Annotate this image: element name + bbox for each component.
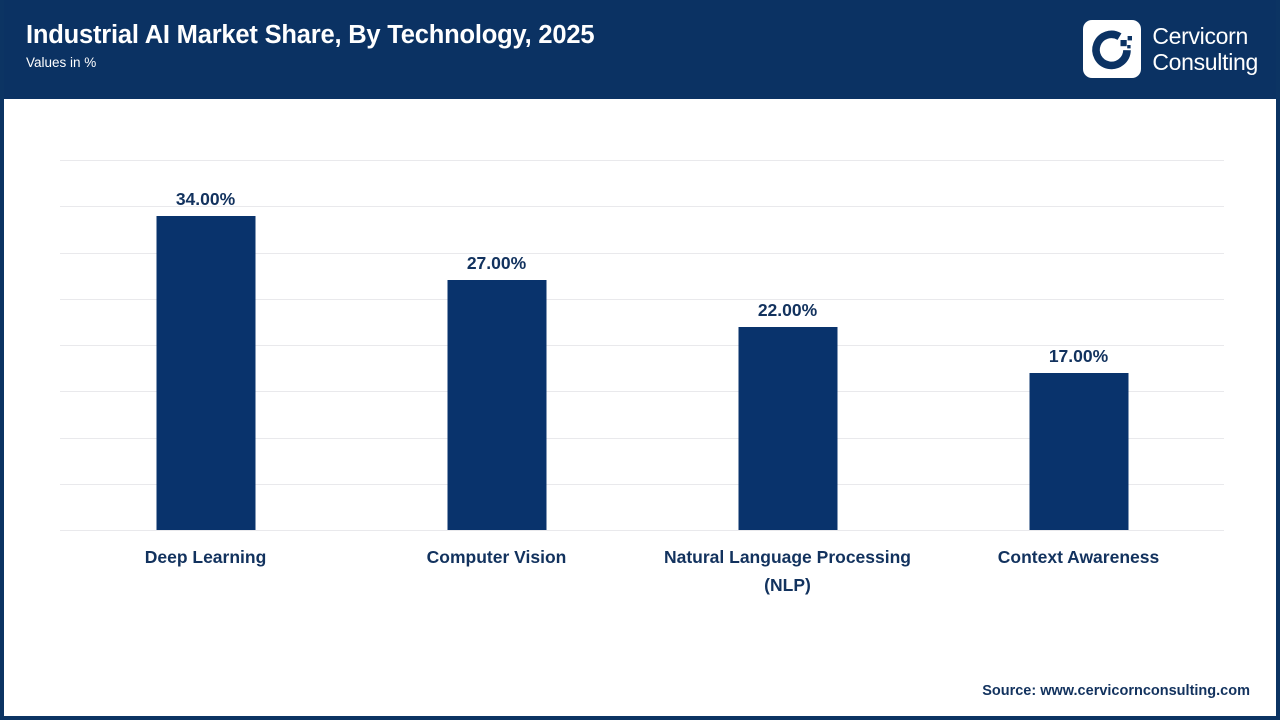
bar-slot: 22.00% bbox=[642, 160, 933, 530]
category-label: Natural Language Processing (NLP) bbox=[642, 543, 933, 599]
gridline bbox=[60, 483, 1224, 485]
category-label-slot: Deep Learning bbox=[60, 543, 351, 571]
bar-value-label: 34.00% bbox=[175, 188, 236, 209]
category-label-line: Deep Learning bbox=[144, 547, 267, 567]
gridline bbox=[60, 391, 1224, 393]
gridline bbox=[60, 160, 1224, 161]
page-title: Industrial AI Market Share, By Technolog… bbox=[26, 21, 595, 49]
category-label-slot: Computer Vision bbox=[351, 543, 642, 571]
brand-wordmark-line1: Cervicorn bbox=[1152, 23, 1249, 49]
bar-value-label: 22.00% bbox=[757, 299, 818, 320]
bars-layer: 34.00% 27.00% 22.00% 17.00% bbox=[60, 160, 1224, 530]
category-label: Deep Learning bbox=[60, 543, 351, 571]
bar-value-label: 17.00% bbox=[1048, 345, 1109, 366]
bar-slot: 34.00% bbox=[60, 160, 351, 530]
category-label: Context Awareness bbox=[933, 543, 1224, 571]
category-label: Computer Vision bbox=[351, 543, 642, 571]
bar-slot: 17.00% bbox=[933, 160, 1224, 530]
bar-slot: 27.00% bbox=[351, 160, 642, 530]
cervicorn-c-mark-icon bbox=[1083, 20, 1142, 78]
plot-gridlines bbox=[60, 160, 1224, 531]
gridline bbox=[60, 298, 1224, 300]
title-block: Industrial AI Market Share, By Technolog… bbox=[26, 20, 826, 72]
category-label-line: (NLP) bbox=[764, 575, 811, 595]
gridline bbox=[60, 252, 1224, 254]
bar[interactable] bbox=[156, 215, 255, 530]
gridline bbox=[60, 437, 1224, 439]
category-label-slot: Natural Language Processing (NLP) bbox=[642, 543, 933, 599]
category-label-line: Natural Language Processing bbox=[663, 547, 911, 567]
source-note: Source: www.cervicornconsulting.com bbox=[982, 683, 1250, 699]
bar[interactable] bbox=[447, 280, 546, 530]
chart-subtitle: Values in % bbox=[26, 55, 97, 70]
gridline bbox=[60, 206, 1224, 208]
brand-wordmark: Cervicorn Consulting bbox=[1152, 23, 1258, 75]
category-axis-labels: Deep Learning Computer Vision Natural Lang… bbox=[60, 543, 1224, 613]
bar[interactable] bbox=[1029, 372, 1128, 530]
category-label-line: Computer Vision bbox=[426, 547, 567, 567]
gridline bbox=[60, 345, 1224, 346]
bar[interactable] bbox=[738, 326, 837, 530]
gridline bbox=[60, 530, 1224, 531]
category-label-line: Context Awareness bbox=[997, 547, 1160, 567]
bar-value-label: 27.00% bbox=[466, 253, 527, 274]
brand-logo: Cervicorn Consulting bbox=[1083, 18, 1258, 80]
category-label-slot: Context Awareness bbox=[933, 543, 1224, 571]
brand-wordmark-line2: Consulting bbox=[1152, 49, 1258, 75]
header-band: Industrial AI Market Share, By Technolog… bbox=[4, 0, 1276, 99]
